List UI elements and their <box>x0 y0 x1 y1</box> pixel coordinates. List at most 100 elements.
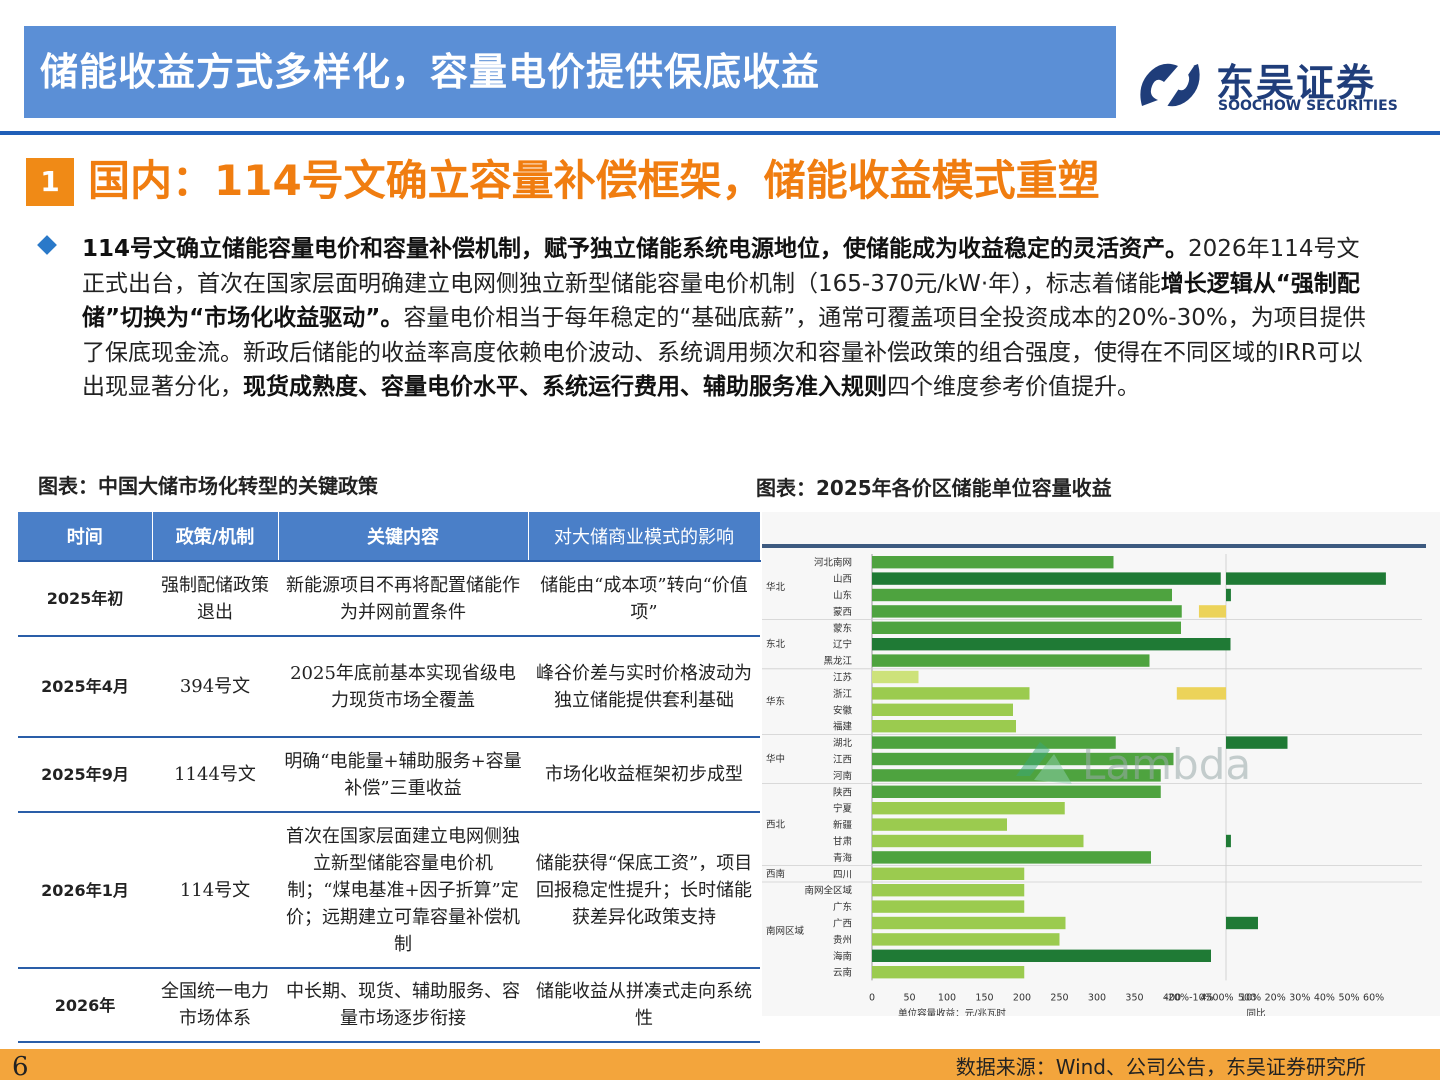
diamond-bullet-icon <box>37 235 57 255</box>
x-tick-label: 200 <box>1013 992 1031 1003</box>
region-label: 东北 <box>766 638 786 650</box>
header-rule <box>0 131 1440 135</box>
para-text-3: 四个维度参考价值提升。 <box>887 374 1140 400</box>
bar-capacity-revenue <box>872 720 1016 733</box>
bar-capacity-revenue <box>872 818 1007 831</box>
x2-tick-label: 40% <box>1314 992 1335 1003</box>
region-label: 西南 <box>766 868 785 880</box>
cell-content: 中长期、现货、辅助服务、容量市场逐步衔接 <box>278 967 528 1043</box>
chart-caption: 图表：2025年各价区储能单位容量收益 <box>756 476 1112 500</box>
company-logo: 东吴证券 SOOCHOW SECURITIES <box>1134 52 1434 118</box>
bar-capacity-revenue <box>872 687 1030 700</box>
bar-capacity-revenue <box>872 933 1060 946</box>
section-title: 国内：114号文确立容量补偿框架，储能收益模式重塑 <box>88 156 1100 205</box>
category-label: 河南 <box>833 770 852 782</box>
bar-capacity-revenue <box>872 621 1181 634</box>
page-title: 储能收益方式多样化，容量电价提供保底收益 <box>40 50 821 94</box>
lambda-logo-icon <box>1016 742 1072 784</box>
x2-tick-label: 50% <box>1338 992 1359 1003</box>
bar-capacity-revenue <box>872 802 1065 815</box>
x2-tick-label: 0% <box>1218 992 1233 1003</box>
bar-capacity-revenue <box>872 851 1151 864</box>
category-label: 黑龙江 <box>823 655 852 667</box>
x-tick-label: 400 <box>1163 992 1181 1003</box>
category-label: 安徽 <box>833 704 853 716</box>
category-label: 蒙西 <box>833 606 852 618</box>
category-label: 四川 <box>833 869 852 880</box>
category-label: 陕西 <box>833 786 852 798</box>
region-label: 华东 <box>766 696 785 708</box>
cell-impact: 储能获得“保底工资”，项目回报稳定性提升；长时储能获差异化政策支持 <box>528 811 760 968</box>
para-bold-1: 114号文确立储能容量电价和容量补偿机制，赋予独立储能系统电源地位，使储能成为收… <box>82 236 1189 262</box>
bar-capacity-revenue <box>872 916 1066 930</box>
region-label: 华中 <box>766 753 785 765</box>
cell-content: 新能源项目不再将配置储能作为并网前置条件 <box>278 560 528 636</box>
bar-capacity-revenue <box>872 654 1150 667</box>
region-label: 华北 <box>766 581 786 593</box>
bar-yoy-growth <box>1226 572 1386 585</box>
bar-yoy-growth <box>1226 736 1288 749</box>
category-label: 云南 <box>833 967 852 979</box>
x-tick-label: 100 <box>938 992 956 1003</box>
bar-capacity-revenue <box>872 884 1025 897</box>
bar-capacity-revenue <box>872 605 1182 618</box>
cell-impact: 储能由“成本项”转向“价值项” <box>528 560 760 636</box>
category-label: 辽宁 <box>833 639 852 651</box>
table-row: 2025年9月 1144号文 明确“电能量+辅助服务+容量补偿”三重收益 市场化… <box>18 736 760 812</box>
watermark-text: Lambda <box>1082 740 1252 789</box>
category-label: 江西 <box>833 755 852 766</box>
cell-time: 2025年4月 <box>18 635 152 737</box>
bar-capacity-revenue <box>872 736 1116 749</box>
bar-yoy-growth <box>1226 834 1231 848</box>
cell-policy: 全国统一电力市场体系 <box>152 967 278 1043</box>
region-label: 南网区域 <box>766 925 805 937</box>
policy-table: 时间 政策/机制 关键内容 对大储商业模式的影响 2025年初 强制配储政策退出… <box>18 512 761 1043</box>
col-header-policy: 政策/机制 <box>152 512 279 561</box>
bar-yoy-growth <box>1176 687 1226 700</box>
bar-capacity-revenue <box>872 867 1025 880</box>
category-label: 青海 <box>833 852 853 864</box>
cell-policy: 1144号文 <box>152 736 278 812</box>
x-tick-label: 300 <box>1088 992 1106 1003</box>
bar-capacity-revenue <box>872 949 1211 962</box>
x-tick-label: 500 <box>1238 992 1256 1003</box>
bar-yoy-growth <box>1198 605 1226 618</box>
logo-text-en: SOOCHOW SECURITIES <box>1218 98 1398 114</box>
x-tick-label: 350 <box>1125 992 1143 1003</box>
bar-capacity-revenue <box>872 769 1161 782</box>
x-tick-label: 50 <box>903 992 915 1003</box>
category-label: 河北南网 <box>814 557 852 569</box>
x2-tick-label: 20% <box>1265 992 1286 1003</box>
table-row: 2026年 全国统一电力市场体系 中长期、现货、辅助服务、容量市场逐步衔接 储能… <box>18 967 760 1043</box>
bar-yoy-growth <box>1226 916 1258 930</box>
title-bar <box>24 26 1116 118</box>
bar-capacity-revenue <box>872 638 1231 651</box>
para-text-2: 容量电价相当于每年稳定的“基础底薪”，通常可覆盖项目全投资成本的20%-30%，… <box>82 305 1366 400</box>
cell-policy: 394号文 <box>152 635 278 737</box>
bar-capacity-revenue <box>872 572 1221 585</box>
bar-capacity-revenue <box>872 900 1025 913</box>
category-label: 新疆 <box>833 819 853 831</box>
table-row: 2025年4月 394号文 2025年底前基本实现省级电力现货市场全覆盖 峰谷价… <box>18 635 760 737</box>
logo-text-cn: 东吴证券 <box>1216 61 1377 105</box>
para-text-1: 2026年114号文正式出台，首次在国家层面明确建立电网侧独立新型储能容量电价机… <box>82 236 1360 297</box>
region-label: 西北 <box>766 820 786 831</box>
category-label: 山东 <box>833 590 852 602</box>
category-label: 宁夏 <box>833 803 853 815</box>
soochow-logo-icon <box>1140 60 1200 114</box>
section-number: 1 <box>26 158 74 206</box>
bar-capacity-revenue <box>872 966 1025 979</box>
data-source: 数据来源：Wind、公司公告，东吴证券研究所 <box>955 1055 1366 1079</box>
bar-capacity-revenue <box>872 556 1114 569</box>
category-label: 江苏 <box>833 672 853 684</box>
cell-content: 首次在国家层面建立电网侧独立新型储能容量电价机制；“煤电基准+因子折算”定价；远… <box>278 811 528 968</box>
bar-capacity-revenue <box>872 752 1174 766</box>
cell-policy: 强制配储政策退出 <box>152 560 278 636</box>
table-row: 2025年初 强制配储政策退出 新能源项目不再将配置储能作为并网前置条件 储能由… <box>18 560 760 636</box>
para-bold-3: 现货成熟度、容量电价水平、系统运行费用、辅助服务准入规则 <box>243 374 887 400</box>
category-label: 广西 <box>833 918 852 930</box>
x-tick-label: 250 <box>1050 992 1068 1003</box>
category-label: 贵州 <box>833 934 852 946</box>
x-tick-label: 0 <box>869 992 875 1003</box>
